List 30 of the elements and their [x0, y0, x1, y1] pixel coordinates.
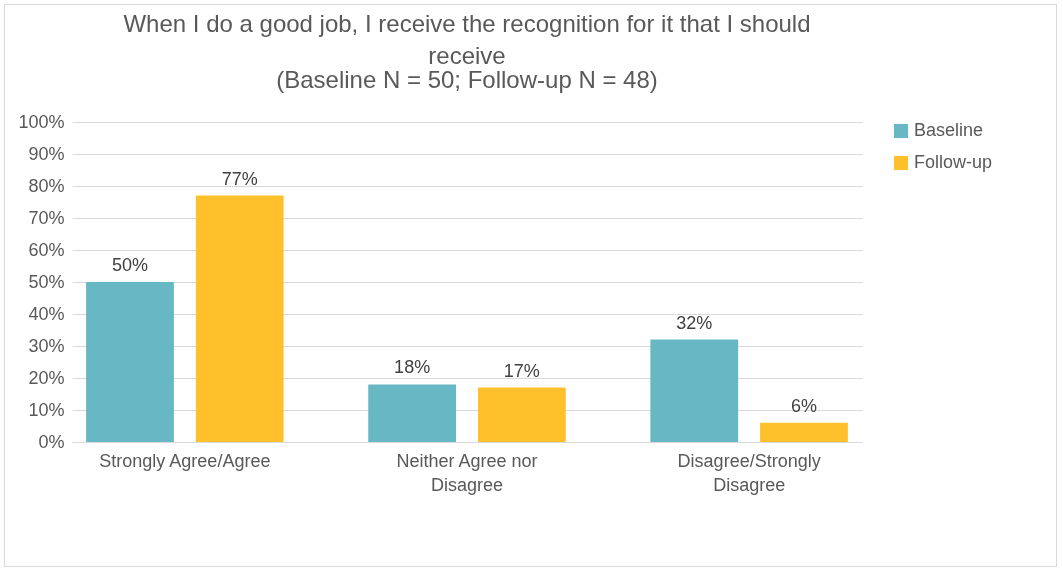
- y-tick-label: 80%: [28, 175, 65, 196]
- y-tick-label: 50%: [28, 271, 65, 292]
- x-tick-label: Disagree/Strongly Disagree: [677, 450, 821, 495]
- y-tick-label: 60%: [28, 239, 65, 260]
- y-tick-label: 40%: [28, 303, 65, 324]
- y-tick-label: 90%: [28, 143, 65, 164]
- data-label: 6%: [791, 395, 818, 416]
- bar: [368, 384, 457, 442]
- legend-label: Follow-up: [914, 152, 993, 172]
- data-label: 18%: [394, 357, 431, 378]
- bar: [195, 195, 284, 442]
- bar: [86, 282, 174, 442]
- bar: [760, 422, 848, 442]
- chart-title: When I do a good job, I receive the recognition for it that I should receive: [123, 10, 811, 69]
- y-tick-label: 20%: [28, 367, 65, 388]
- legend-label: Baseline: [914, 120, 984, 140]
- bar: [477, 387, 566, 442]
- data-label: 17%: [503, 360, 540, 381]
- y-tick-label: 10%: [28, 399, 65, 420]
- y-tick-label: 70%: [28, 207, 65, 228]
- bar: [650, 339, 739, 442]
- y-tick-label: 0%: [38, 431, 65, 452]
- y-tick-label: 100%: [18, 111, 65, 132]
- x-tick-label: Neither Agree nor Disagree: [396, 450, 538, 495]
- chart-subtitle: (Baseline N = 50; Follow-up N = 48): [276, 66, 658, 93]
- data-label: 32%: [676, 312, 713, 333]
- data-label: 77%: [221, 168, 258, 189]
- y-tick-label: 30%: [28, 335, 65, 356]
- x-tick-label: Strongly Agree/Agree: [99, 450, 271, 471]
- data-label: 50%: [111, 255, 149, 275]
